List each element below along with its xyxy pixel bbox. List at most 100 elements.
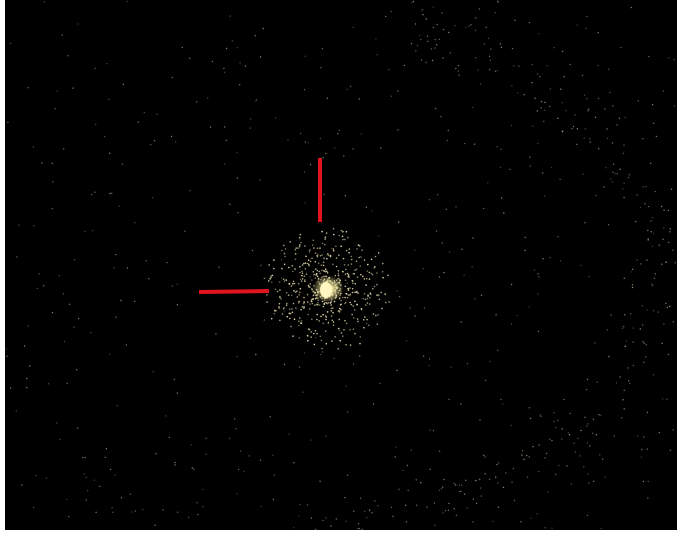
particle xyxy=(376,283,378,286)
particle xyxy=(482,207,485,210)
particle xyxy=(150,143,152,146)
particle xyxy=(479,478,481,480)
particle xyxy=(669,449,672,451)
particle xyxy=(249,337,251,340)
particle xyxy=(263,277,266,280)
particle xyxy=(623,389,625,392)
particle xyxy=(422,14,424,16)
particle xyxy=(316,318,318,321)
particle xyxy=(311,279,313,281)
particle xyxy=(544,109,546,111)
particle xyxy=(598,414,600,416)
particle xyxy=(443,478,445,481)
particle xyxy=(628,380,630,382)
particle xyxy=(338,234,341,237)
particle xyxy=(99,485,101,488)
particle xyxy=(87,490,89,492)
simulation-view xyxy=(5,0,677,530)
particle xyxy=(307,335,309,337)
particle xyxy=(248,455,250,457)
particle xyxy=(154,524,156,526)
particle xyxy=(299,291,301,294)
particle xyxy=(595,434,598,436)
particle xyxy=(321,230,323,233)
particle xyxy=(421,9,423,11)
particle xyxy=(303,88,306,91)
particle xyxy=(291,294,293,296)
particle xyxy=(298,515,300,517)
particle xyxy=(338,254,340,256)
particle xyxy=(568,434,571,436)
particle xyxy=(7,121,9,124)
particle xyxy=(460,321,462,323)
particle xyxy=(442,57,444,59)
particle xyxy=(361,308,363,311)
particle xyxy=(363,292,366,295)
particle xyxy=(351,313,353,316)
particle xyxy=(307,142,309,144)
particle xyxy=(502,486,505,489)
particle xyxy=(319,137,321,140)
particle xyxy=(38,273,40,275)
particle xyxy=(472,521,474,523)
particle xyxy=(323,270,325,272)
particle xyxy=(609,91,611,94)
particle xyxy=(122,83,125,86)
particle xyxy=(300,280,303,282)
particle xyxy=(587,423,589,425)
particle xyxy=(560,88,562,90)
particle xyxy=(299,287,302,290)
particle xyxy=(574,451,577,453)
particle xyxy=(330,525,332,527)
particle xyxy=(284,255,286,258)
particle xyxy=(375,38,377,40)
particle xyxy=(309,303,311,305)
particle xyxy=(526,454,528,457)
particle xyxy=(314,330,317,332)
particle xyxy=(471,266,473,268)
particle xyxy=(322,313,324,316)
particle xyxy=(512,467,514,470)
particle xyxy=(291,311,294,314)
particle xyxy=(116,405,119,407)
particle xyxy=(331,319,334,322)
particle xyxy=(528,456,530,458)
particle xyxy=(586,425,588,427)
particle xyxy=(344,273,347,276)
particle xyxy=(496,70,498,72)
particle xyxy=(281,249,283,252)
particle xyxy=(448,502,450,505)
particle xyxy=(434,38,436,41)
particle xyxy=(322,305,325,308)
particle xyxy=(650,162,652,164)
particle xyxy=(565,110,567,112)
particle xyxy=(325,316,328,319)
particle xyxy=(152,371,154,373)
particle xyxy=(207,97,209,99)
particle xyxy=(661,342,663,345)
particle xyxy=(585,27,587,30)
particle xyxy=(320,264,323,267)
particle xyxy=(543,120,545,123)
particle xyxy=(357,244,360,246)
particle xyxy=(546,65,548,67)
particle xyxy=(109,192,111,195)
particle xyxy=(322,261,325,264)
particle xyxy=(645,344,647,346)
particle xyxy=(428,364,430,367)
particle xyxy=(606,137,609,140)
particle xyxy=(141,508,144,511)
particle xyxy=(355,291,358,294)
particle xyxy=(586,98,588,100)
particle xyxy=(322,264,325,267)
particle xyxy=(366,318,368,321)
particle xyxy=(345,343,347,346)
particle xyxy=(529,417,532,420)
particle xyxy=(583,94,586,96)
particle xyxy=(273,259,275,261)
particle xyxy=(283,263,286,266)
particle xyxy=(105,448,108,450)
particle xyxy=(572,125,575,128)
particle xyxy=(229,203,231,205)
particle xyxy=(388,301,391,303)
